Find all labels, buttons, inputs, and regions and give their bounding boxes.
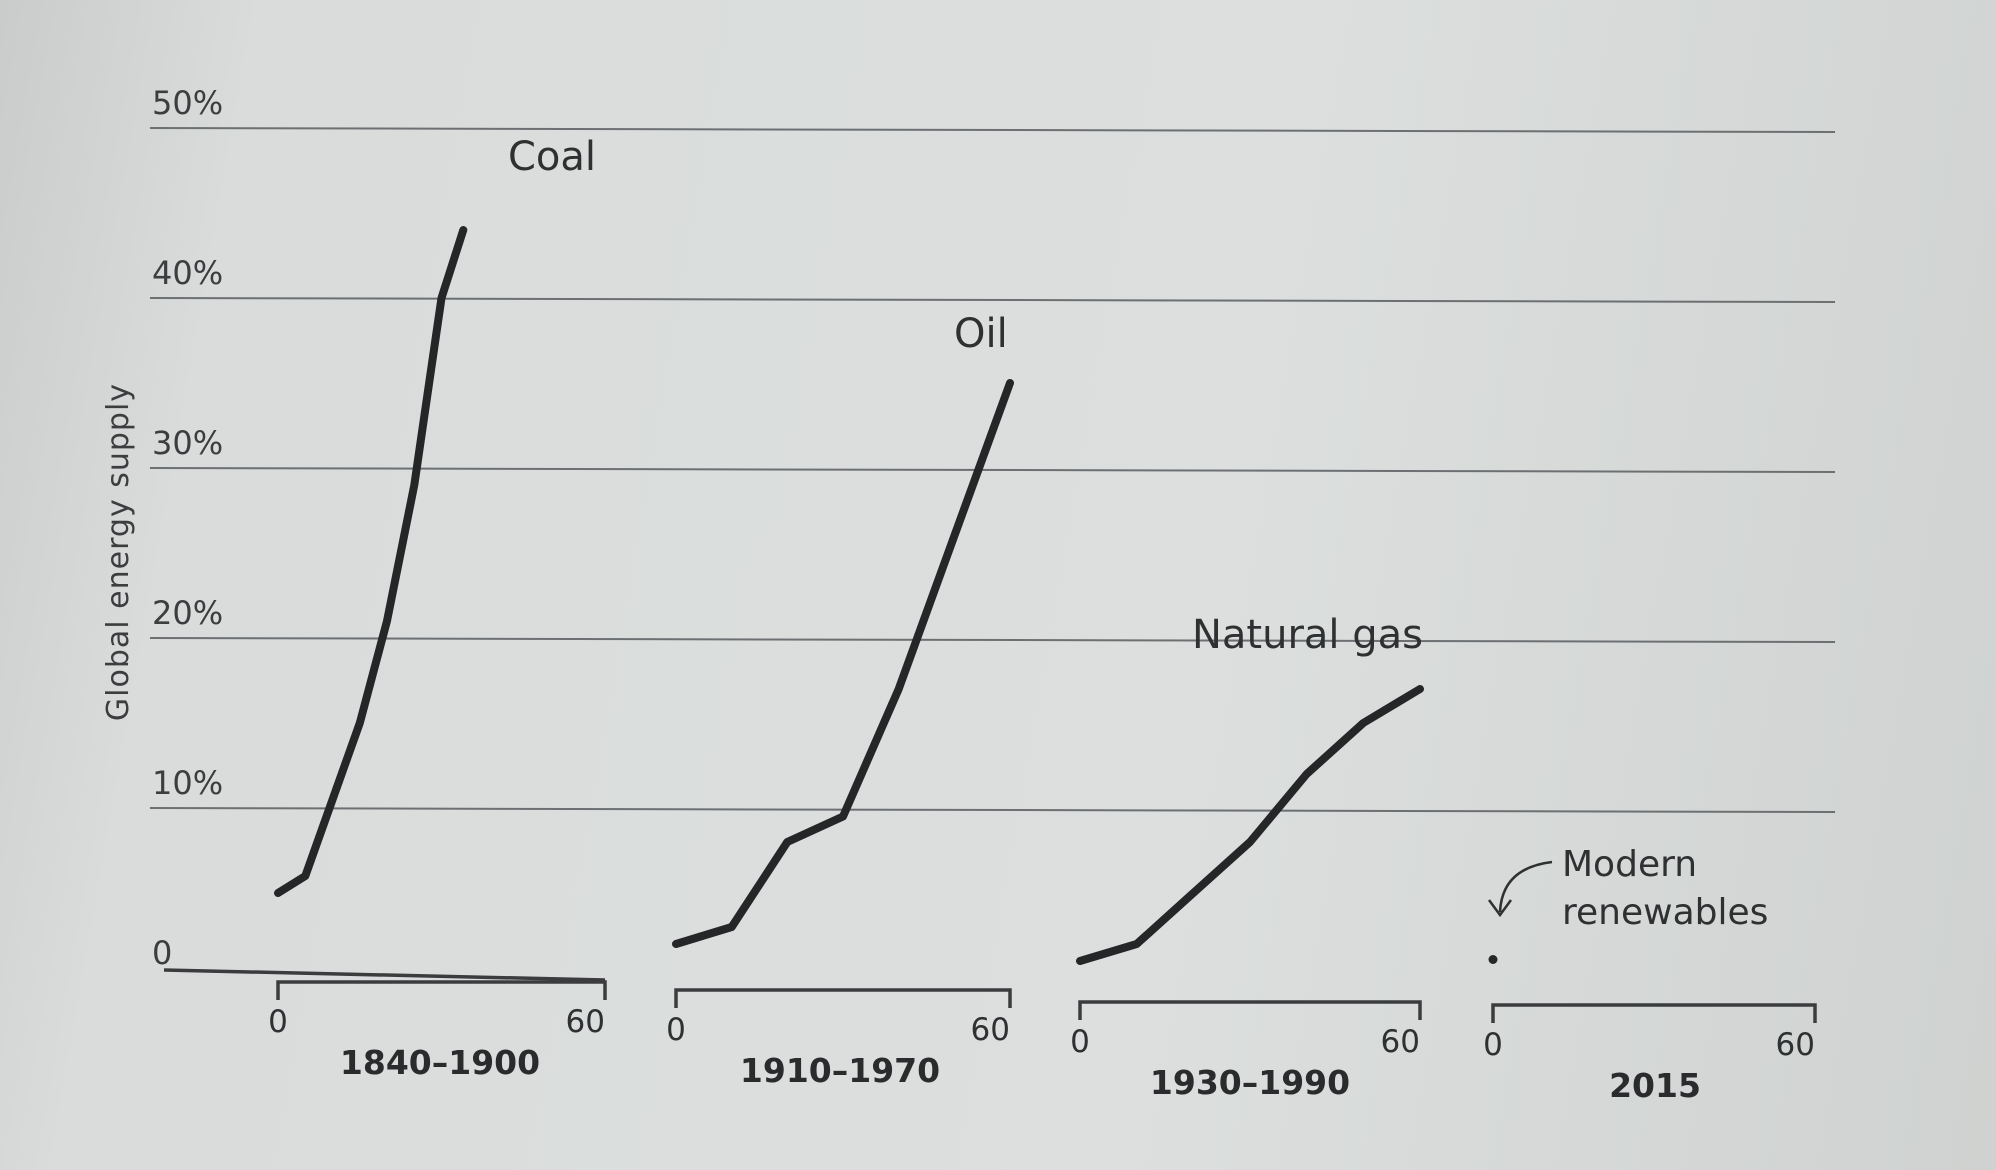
series-label-coal: Coal [508,134,596,180]
y-axis-label: Global energy supply [101,383,136,721]
data-point-coal [440,297,443,300]
data-point-coal [304,875,307,878]
series-label-natural-gas: Natural gas [1192,612,1423,658]
x-tick-label-start: 0 [666,1012,686,1048]
data-point-natural-gas [1079,960,1082,963]
data-point-coal [386,620,389,623]
x-tick-label-end: 60 [1381,1024,1420,1060]
data-point-natural-gas [1192,892,1195,895]
data-point-coal [358,722,361,725]
panel-modern-renewables: 0 60 2015 [1483,955,1817,1105]
y-tick-label: 50% [152,84,223,122]
data-point-oil [1009,382,1012,385]
gridline-30pct [149,467,1836,473]
data-point-oil [786,841,789,844]
annotation-line-2: renewables [1562,892,1768,933]
x-tick-label-end: 60 [971,1012,1010,1048]
data-point-coal [462,229,465,232]
y-tick-label: 40% [152,254,223,292]
panel-oil: 0 60 1910–1970 Oil [666,311,1014,1090]
x-axis-baseline [163,968,606,982]
annotation-arrowhead [1487,899,1513,918]
x-axis-bracket [1491,1003,1817,1023]
x-axis-bracket [1078,1000,1422,1020]
series-line-natural-gas [1076,685,1424,965]
series-label-oil: Oil [954,311,1008,357]
annotation-line-1: Modern [1562,844,1697,885]
x-tick-label-start: 0 [1483,1027,1503,1063]
gridline-10pct [149,807,1836,813]
data-point-natural-gas [1362,722,1365,725]
y-tick-label: 10% [152,764,223,802]
data-point-natural-gas [1305,773,1308,776]
data-point-oil [842,815,845,818]
annotation-modern-renewables: Modern renewables [1487,844,1768,933]
data-point-oil [730,926,733,929]
data-point-oil [675,943,678,946]
period-label: 1840–1900 [340,1043,540,1082]
panel-natural-gas: 0 60 1930–1990 Natural gas [1070,612,1424,1102]
y-tick-label: 0 [152,934,172,972]
x-tick-label-start: 0 [268,1004,288,1040]
series-line-oil [672,379,1014,948]
x-tick-label-start: 0 [1070,1024,1090,1060]
data-point-coal [277,892,280,895]
annotation-arrow [1498,860,1553,913]
gridline-40pct [149,297,1836,303]
series-line-coal [274,226,468,897]
panel-coal: 0 60 1840–1900 Coal [268,134,607,1082]
data-point-modern-renewables [1488,955,1498,964]
period-label: 2015 [1609,1066,1701,1105]
data-point-oil [953,535,956,538]
data-point-natural-gas [1419,688,1422,691]
data-point-coal [413,484,416,487]
x-axis-bracket [276,980,607,1000]
gridline-20pct [149,637,1836,643]
x-axis-bracket [674,988,1012,1008]
gridline-50pct [149,127,1836,133]
y-tick-label: 30% [152,424,223,462]
data-point-natural-gas [1135,943,1138,946]
period-label: 1910–1970 [740,1051,940,1090]
x-tick-label-end: 60 [1776,1027,1815,1063]
data-point-oil [897,688,900,691]
data-point-natural-gas [1249,841,1252,844]
y-tick-label: 20% [152,594,223,632]
period-label: 1930–1990 [1150,1063,1350,1102]
x-tick-label-end: 60 [566,1004,605,1040]
